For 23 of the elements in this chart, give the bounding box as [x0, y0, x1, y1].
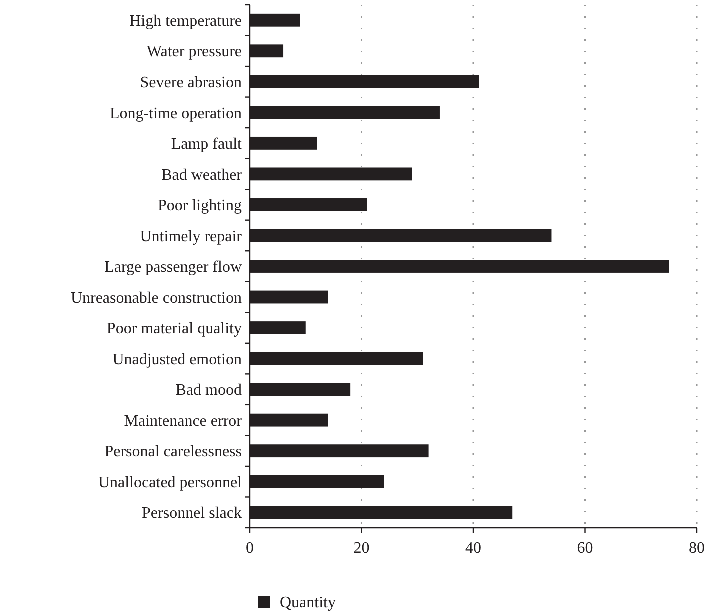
y-tick-label: Unallocated personnel — [98, 474, 243, 492]
x-tick-label: 80 — [689, 540, 705, 557]
x-tick-label: 60 — [577, 540, 594, 557]
y-tick-label: Bad weather — [162, 166, 243, 184]
y-tick-label: Poor material quality — [106, 320, 242, 338]
y-tick-label: Unadjusted emotion — [112, 351, 242, 368]
y-tick-label: Water pressure — [146, 44, 242, 61]
y-tick-label: Lamp fault — [171, 136, 243, 154]
y-tick-label: Unreasonable construction — [70, 290, 242, 307]
y-tick-label: Personnel slack — [142, 505, 242, 522]
y-tick-label: High temperature — [130, 12, 242, 30]
y-tick-label: Poor lighting — [158, 198, 242, 215]
y-tick-label: Untimely repair — [140, 228, 243, 246]
x-tick-label: 20 — [354, 540, 370, 557]
y-tick-label: Maintenance error — [124, 412, 243, 430]
y-tick-label: Large passenger flow — [104, 259, 242, 276]
y-tick-label: Bad mood — [176, 382, 242, 400]
y-tick-label: Severe abrasion — [140, 74, 242, 92]
y-tick-label: Long-time operation — [110, 105, 242, 122]
x-tick-label: 0 — [246, 540, 254, 557]
x-tick-label: 40 — [466, 540, 482, 557]
y-tick-label: Personal carelessness — [104, 444, 242, 461]
legend-label: Quantity — [280, 594, 336, 612]
